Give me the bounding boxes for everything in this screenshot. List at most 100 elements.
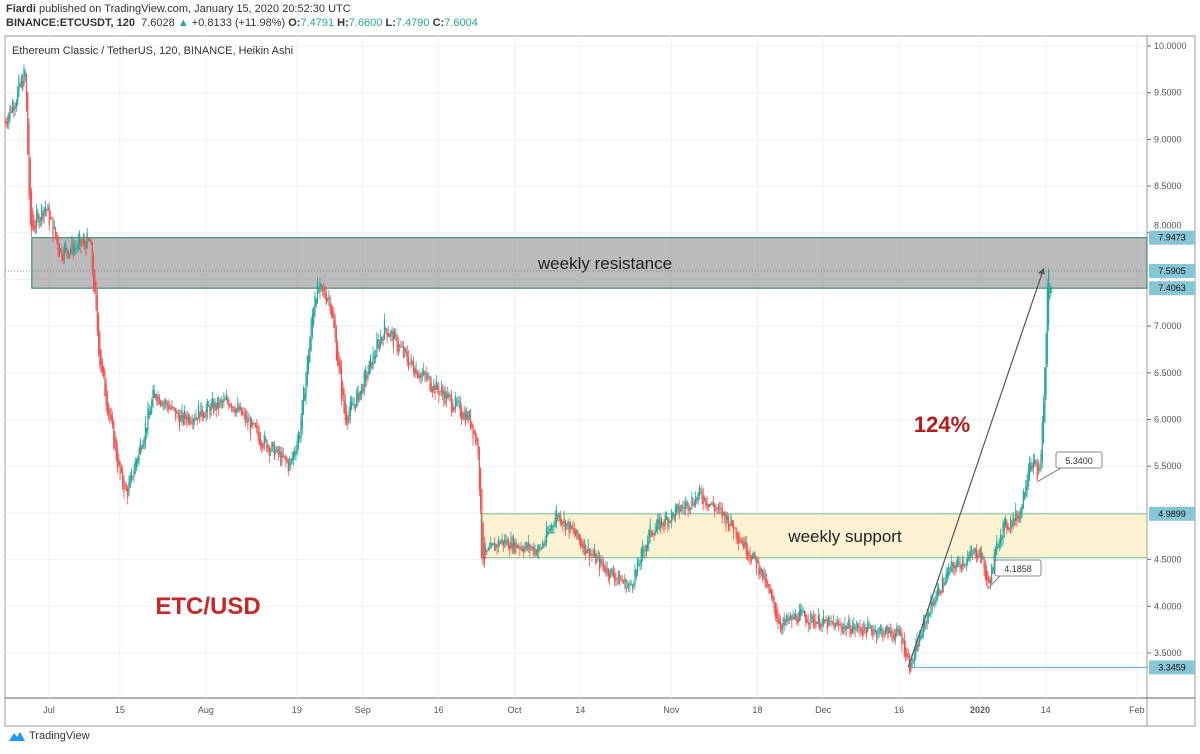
candle-body [777,613,779,623]
candle-body [154,394,157,398]
price-axis-label-text: 7.5905 [1158,266,1186,276]
price-callout [1055,451,1103,469]
candle-body [502,540,504,546]
callout-pointer [987,575,1001,590]
candle-body [73,246,76,251]
candle-body [549,528,551,532]
candle-body [248,420,250,422]
candle-body [468,411,470,419]
candle-body [89,239,91,242]
candle-body [109,409,111,420]
x-tick-label: 19 [292,705,302,715]
candle-body [114,435,116,445]
candle-body [984,562,986,579]
candle-body [569,522,572,529]
candle-body [566,523,568,526]
candle-body [395,335,397,337]
candle-body [291,457,293,462]
candle-body [986,570,988,581]
y-tick-label: 4.0000 [1154,601,1182,611]
author[interactable]: Fiardi [6,3,36,15]
candle-body [338,355,340,367]
candle-body [841,626,844,632]
candle-body [739,539,741,542]
candle-body [1046,286,1048,365]
candle-body [464,414,467,425]
candle-body [753,551,755,558]
candle-body [271,442,273,451]
y-tick-label: 3.5000 [1154,648,1182,658]
candle-body [14,106,16,109]
candle-body [994,546,997,563]
candle-body [859,626,861,632]
candle-body [1025,485,1027,497]
candle-body [344,400,346,421]
candle-body [152,389,154,407]
candle-body [313,308,315,325]
candle-body [1018,516,1021,521]
candle-body [157,394,159,399]
candle-body [682,507,684,508]
candle-body [328,297,330,300]
candle-body [509,545,511,551]
candle-body [659,520,661,531]
candle-body [896,626,898,636]
candle-body [903,639,905,656]
x-tick-label: Oct [508,705,523,715]
candle-body [848,620,850,628]
candle-body [893,635,895,640]
candle-body [453,407,455,410]
candle-body [578,534,580,541]
candle-body [585,544,587,555]
candle-body [655,526,658,533]
y-tick-label: 9.0000 [1154,134,1182,144]
candle-body [791,617,793,622]
candle-body [501,538,503,543]
price-axis-label-text: 4.9899 [1158,509,1186,519]
candle-body [492,543,494,545]
candle-body [640,548,642,565]
resistance-label: weekly resistance [537,254,672,273]
candle-body [396,335,398,352]
candle-body [128,482,130,493]
candle-body [587,546,589,552]
candle-body [733,523,735,533]
candle-body [653,533,655,536]
candle-body [130,470,133,482]
candle-body [1001,537,1003,540]
candle-body [539,547,541,549]
candle-body [304,393,306,401]
candle-body [654,529,656,535]
candle-body [811,614,813,618]
candle-body [91,242,93,272]
candle-body [71,239,73,252]
candle-body [190,420,192,424]
candle-body [868,626,870,628]
candle-body [832,622,835,624]
candle-body [342,383,344,396]
candle-body [884,628,887,635]
candle-body [76,247,78,249]
candle-body [763,572,765,575]
candle-body [743,542,745,549]
candle-body [439,391,441,393]
candle-body [267,445,269,448]
candle-body [414,367,416,378]
candle-body [643,549,645,552]
candle-body [285,456,287,461]
candle-body [275,451,277,453]
candle-body [700,490,702,492]
candle-body [380,336,382,346]
x-tick-label: Sep [355,705,371,715]
candle-body [148,410,150,419]
candle-body [321,285,324,290]
candle-body [660,518,663,526]
candle-body [472,424,474,439]
candle-body [52,218,54,239]
candle-body [765,579,768,583]
candle-body [41,205,43,221]
price-callout-text: 5.3400 [1065,456,1093,466]
candle-body [113,421,115,449]
candle-body [299,435,301,440]
